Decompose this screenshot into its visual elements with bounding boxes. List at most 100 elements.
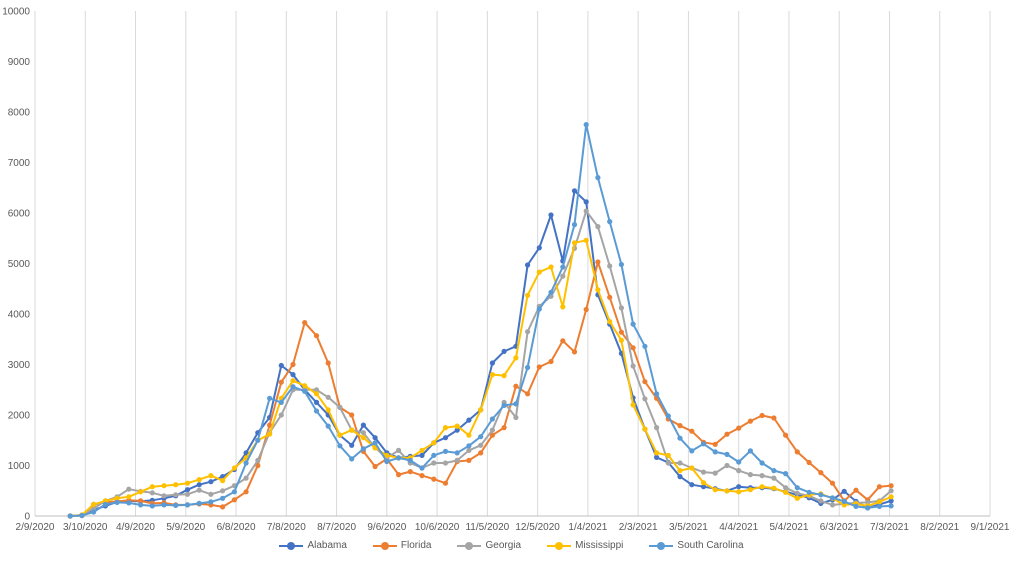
data-point-florida [290,361,296,368]
data-point-south-carolina [548,289,554,295]
data-point-georgia [736,468,742,474]
data-point-alabama [313,399,320,405]
data-point-south-carolina [313,408,320,414]
x-tick-label: 3/5/2021 [669,522,708,533]
y-tick-label: 3000 [8,360,31,371]
data-point-mississippi [196,477,202,483]
legend-label: Mississippi [575,540,624,551]
data-point-south-carolina [302,388,308,394]
x-tick-label: 10/6/2020 [415,522,460,533]
data-point-mississippi [525,292,531,298]
data-point-georgia [618,305,625,311]
data-point-mississippi [325,407,331,413]
data-point-south-carolina [841,498,847,504]
data-point-florida [607,294,613,300]
data-point-south-carolina [677,435,683,441]
data-point-mississippi [161,483,167,489]
data-point-south-carolina [724,451,730,457]
data-point-south-carolina [255,437,261,443]
data-point-mississippi [665,452,671,458]
data-point-alabama [536,245,542,251]
data-point-south-carolina [243,460,249,466]
data-point-mississippi [630,402,636,408]
data-point-florida [525,391,531,397]
data-point-georgia [560,273,566,279]
data-point-mississippi [91,501,97,507]
x-tick-label: 12/5/2020 [515,522,560,533]
data-point-alabama [196,482,202,488]
data-point-south-carolina [91,509,97,515]
data-point-south-carolina [806,489,812,495]
data-point-florida [302,320,308,326]
data-point-south-carolina [360,446,366,452]
data-point-mississippi [876,499,883,505]
data-point-mississippi [642,426,648,432]
data-point-south-carolina [853,503,859,509]
data-point-georgia [184,491,191,497]
legend-item-georgia: Georgia [457,540,521,551]
y-tick-label: 0 [24,512,30,523]
data-point-alabama [736,484,742,490]
data-point-south-carolina [466,443,472,449]
data-point-south-carolina [783,471,789,477]
data-point-florida [419,473,425,479]
y-axis-tick-labels: 0 1000 2000 3000 4000 5000 6000 7000 8000 9000 100… [2,7,30,523]
data-point-florida [489,432,495,438]
data-point-mississippi [231,465,237,471]
data-point-florida [724,431,730,437]
data-point-mississippi [783,489,789,495]
legend-label: Georgia [485,540,522,551]
data-point-south-carolina [220,495,226,501]
data-point-mississippi [888,494,894,500]
data-point-georgia [337,404,343,410]
data-point-georgia [783,485,789,491]
data-point-florida [794,449,800,455]
data-point-florida [771,415,777,421]
x-tick-label: 6/8/2020 [217,522,256,533]
data-point-south-carolina [595,175,601,181]
data-point-georgia [255,457,261,463]
data-point-florida [571,349,578,355]
data-point-mississippi [267,431,273,437]
data-point-south-carolina [818,492,824,498]
data-point-south-carolina [442,448,449,454]
data-point-south-carolina [700,441,707,447]
data-point-alabama [501,348,507,354]
x-tick-label: 5/9/2020 [166,522,205,533]
data-point-mississippi [149,484,155,490]
data-point-mississippi [337,432,343,438]
data-point-florida [231,497,237,503]
data-point-south-carolina [607,219,613,225]
data-point-florida [255,462,261,469]
data-point-alabama [548,212,554,218]
x-tick-label: 2/3/2021 [619,522,658,533]
data-point-georgia [396,447,402,453]
data-point-south-carolina [712,449,718,455]
data-point-florida [677,423,683,429]
data-point-mississippi [595,287,601,293]
data-point-mississippi [384,452,390,458]
y-tick-label: 7000 [8,158,31,169]
data-point-florida [501,425,507,431]
y-tick-label: 4000 [8,310,31,321]
data-point-south-carolina [337,443,343,449]
data-point-georgia [829,502,836,508]
data-point-south-carolina [67,513,73,519]
data-point-mississippi [759,484,765,490]
data-point-south-carolina [888,503,894,509]
y-tick-label: 6000 [8,209,31,220]
data-point-south-carolina [525,364,531,371]
data-point-georgia [700,469,707,475]
data-point-south-carolina [372,440,378,446]
data-point-mississippi [431,440,437,446]
data-point-florida [431,476,437,482]
data-point-mississippi [794,495,800,501]
data-point-south-carolina [454,450,460,456]
data-point-alabama [360,422,366,428]
data-point-florida [396,472,402,478]
data-point-south-carolina [126,500,132,506]
data-point-south-carolina [489,416,495,422]
data-point-mississippi [290,378,296,384]
